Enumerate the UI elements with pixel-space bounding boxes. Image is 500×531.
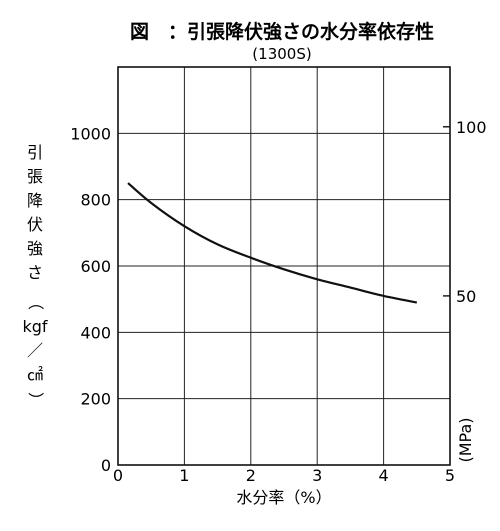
series-layer xyxy=(127,182,418,304)
y-axis-label-char: 引 xyxy=(27,143,43,162)
y-tick-label: 400 xyxy=(80,323,111,342)
plot-frame xyxy=(117,66,451,466)
chart-title: 図 ：引張降伏強さの水分率依存性 xyxy=(130,20,434,43)
y-tick-label: 0 xyxy=(101,456,111,475)
x-axis-ticks: 0 1 2 3 4 5 xyxy=(113,466,455,485)
right-axis-ticks: 50 100 xyxy=(443,118,487,306)
grid xyxy=(118,67,450,465)
x-tick-label: 3 xyxy=(312,466,322,485)
y-axis-label-char: （ xyxy=(26,294,45,310)
y-axis-label-char: ／ xyxy=(27,341,43,360)
y-axis-label-char: kgf xyxy=(22,317,47,336)
y-axis-ticks: 0 200 400 600 800 1000 xyxy=(70,124,111,475)
x-axis-label: 水分率（%） xyxy=(236,488,331,507)
x-tick-label: 2 xyxy=(246,466,256,485)
y-axis-label-char: ） xyxy=(26,392,45,408)
y-axis-label-char: 伏 xyxy=(27,215,43,234)
right-tick-label: 50 xyxy=(456,287,476,306)
x-tick-label: 4 xyxy=(379,466,389,485)
y-axis-label-char: 強 xyxy=(27,239,43,258)
right-tick-label: 100 xyxy=(456,118,487,137)
y-axis-label-char: 張 xyxy=(27,167,43,186)
y-tick-label: 1000 xyxy=(70,124,111,143)
x-tick-label: 0 xyxy=(113,466,123,485)
y-axis-label: 引張降伏強さ （ kgf ／ ㎠ ） xyxy=(22,143,47,408)
right-axis-label: (MPa) xyxy=(456,417,475,462)
y-tick-label: 800 xyxy=(80,191,111,210)
y-axis-label-char: 降 xyxy=(27,191,43,210)
x-tick-label: 5 xyxy=(445,466,455,485)
y-tick-label: 600 xyxy=(80,257,111,276)
y-axis-label-char: さ xyxy=(27,263,43,282)
y-tick-label: 200 xyxy=(80,390,111,409)
y-axis-label-char: ㎠ xyxy=(27,365,43,384)
chart-subtitle: (1300S) xyxy=(252,45,311,63)
x-tick-label: 1 xyxy=(179,466,189,485)
series-line xyxy=(127,182,418,304)
